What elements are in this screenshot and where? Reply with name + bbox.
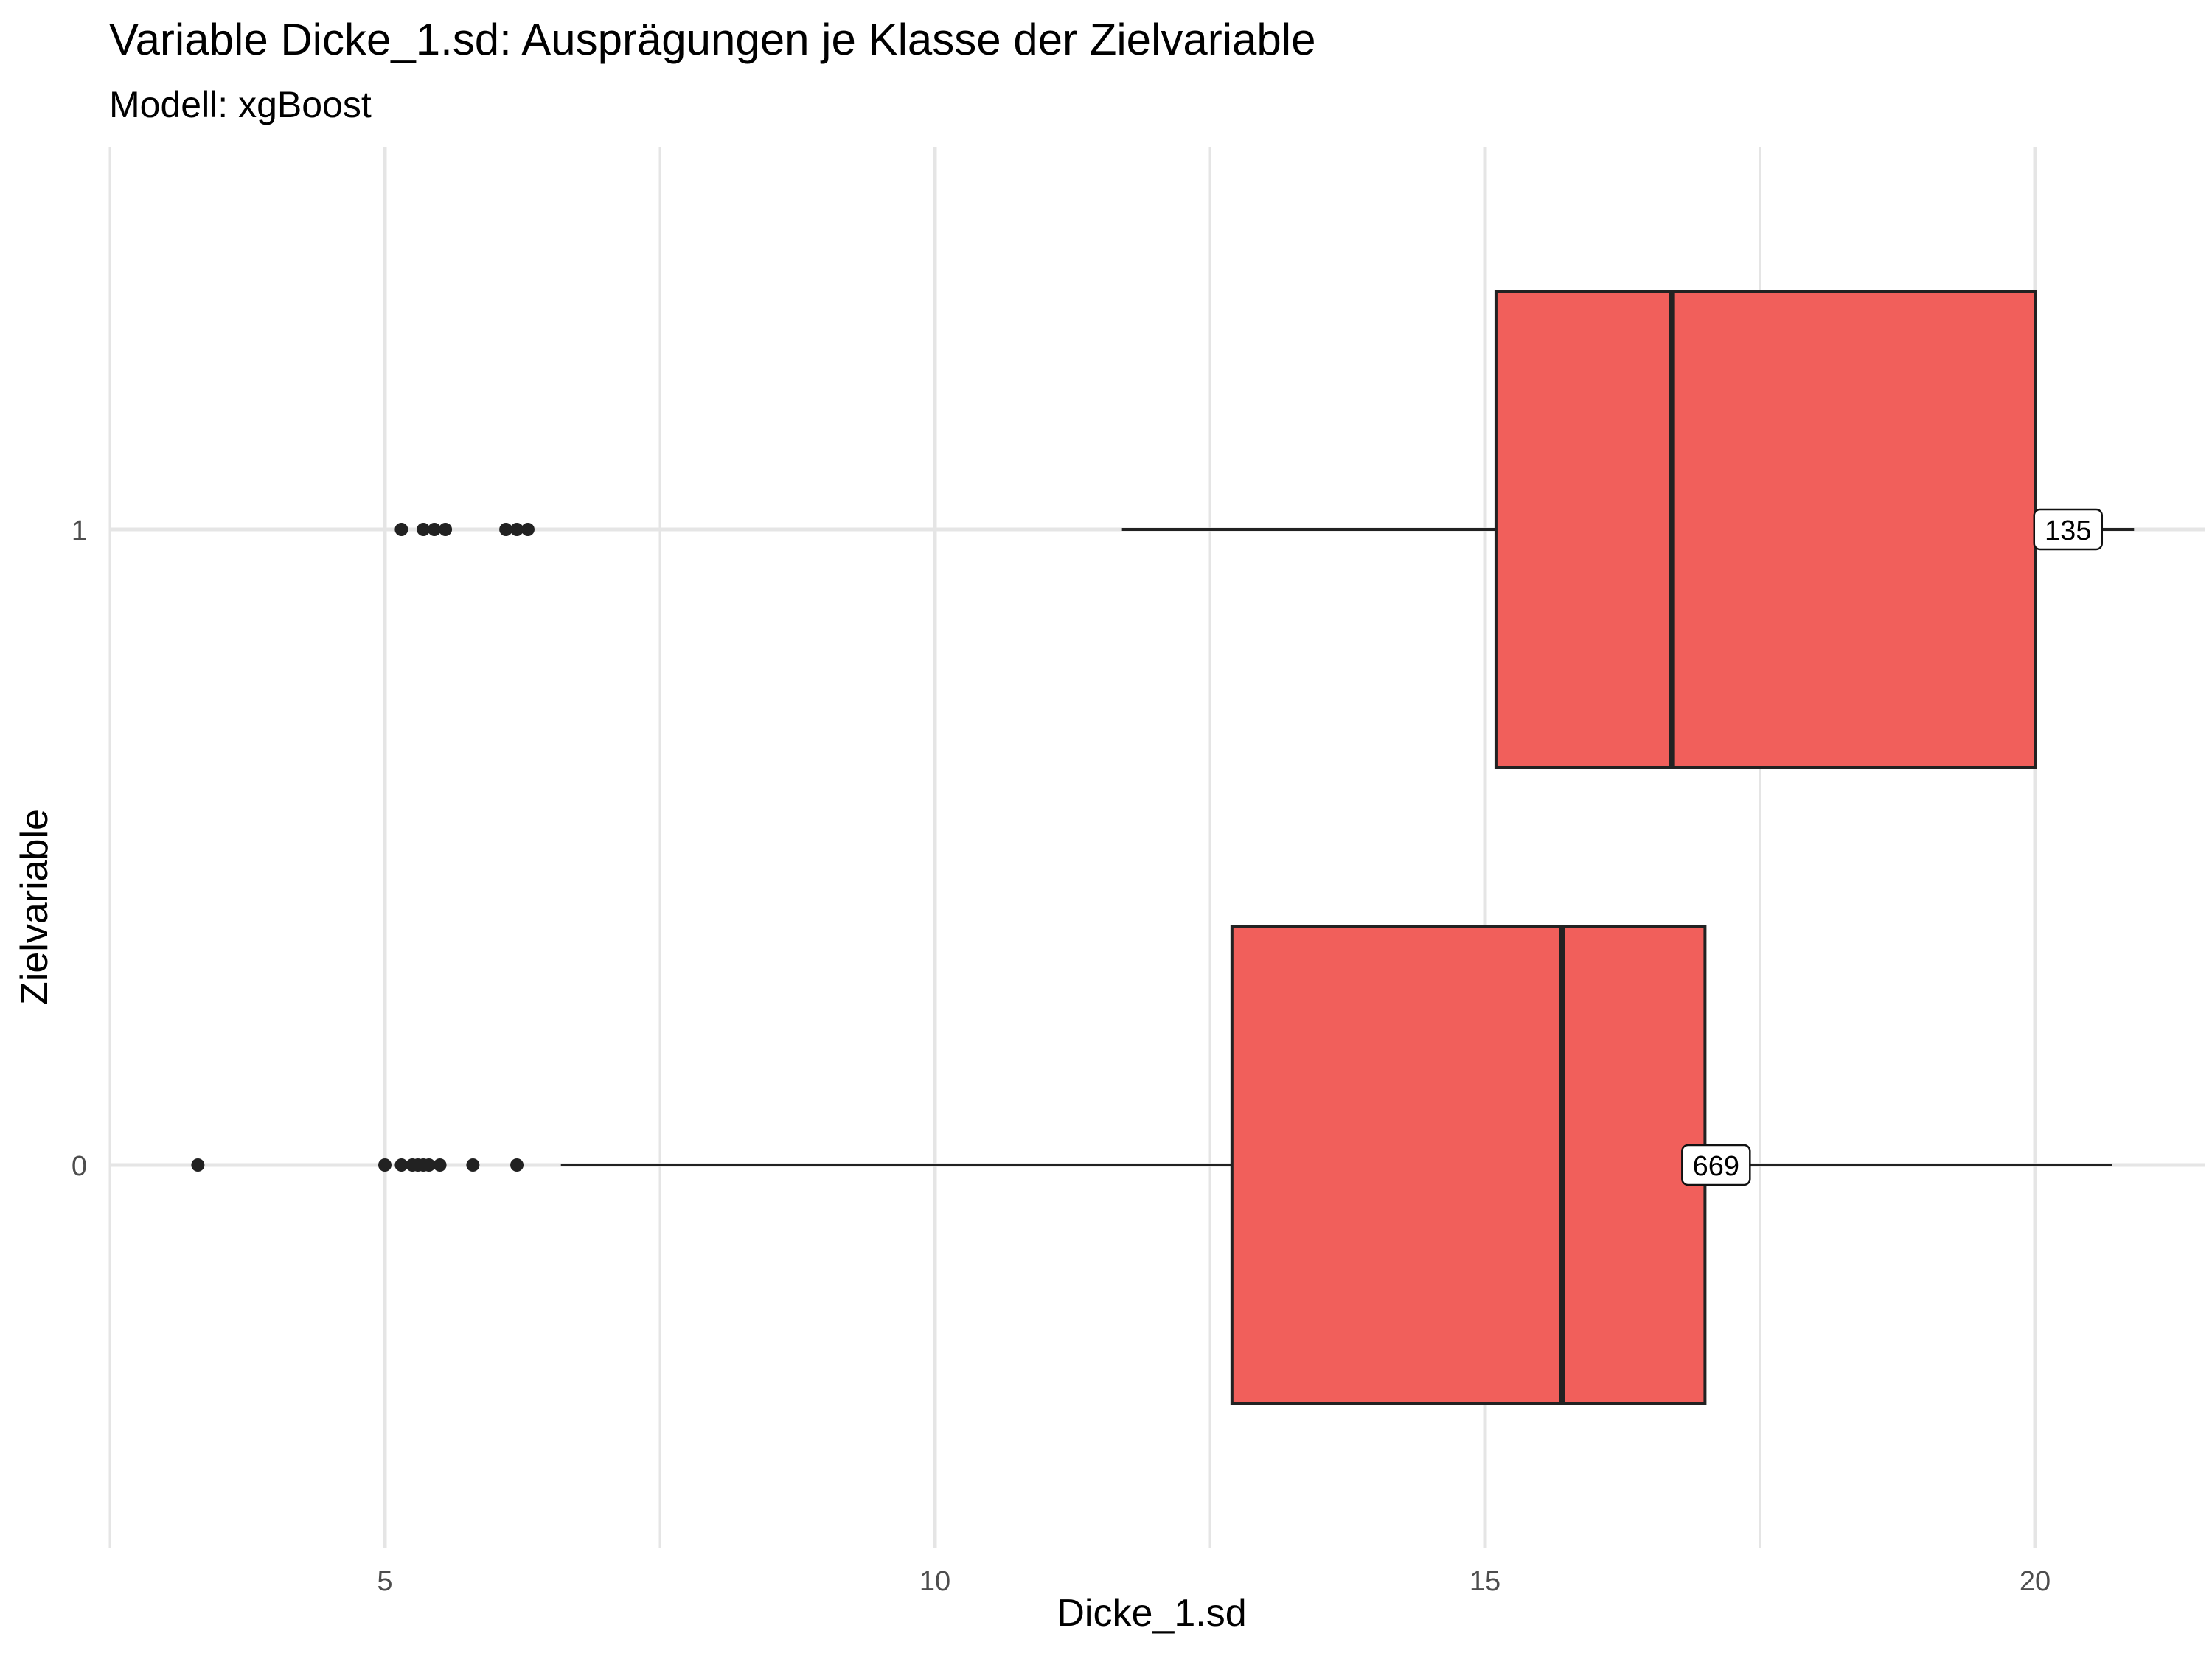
x-axis-title: Dicke_1.sd — [1057, 1592, 1246, 1635]
outlier-point — [521, 523, 535, 536]
x-tick-label: 20 — [2020, 1566, 2051, 1597]
box-iqr — [1230, 925, 1707, 1405]
outlier-point — [378, 1158, 392, 1172]
outlier-point — [191, 1158, 205, 1172]
outlier-point — [466, 1158, 480, 1172]
box-group-0: 669 — [191, 925, 2112, 1405]
outlier-point — [510, 523, 524, 536]
axis-ticks: 5 10 15 20 0 1 — [72, 515, 2051, 1597]
count-label: 135 — [2045, 515, 2091, 546]
outlier-point — [433, 1158, 447, 1172]
box-series: 669 135 — [191, 290, 2135, 1405]
outlier-point — [510, 1158, 524, 1172]
y-tick-label: 1 — [72, 515, 87, 546]
count-label: 669 — [1693, 1151, 1739, 1182]
chart-title: Variable Dicke_1.sd: Ausprägungen je Kla… — [109, 15, 1316, 64]
outlier-point — [417, 523, 431, 536]
x-tick-label: 15 — [1470, 1566, 1500, 1597]
chart-subtitle: Modell: xgBoost — [109, 84, 372, 125]
box-iqr — [1494, 290, 2037, 769]
outlier-point — [422, 1158, 436, 1172]
outlier-point — [439, 523, 453, 536]
count-label-box — [2033, 508, 2104, 551]
outlier-point — [394, 1158, 408, 1172]
outlier-point — [428, 523, 442, 536]
box-group-1: 135 — [394, 290, 2135, 769]
x-tick-label: 5 — [377, 1566, 392, 1597]
x-tick-label: 10 — [919, 1566, 950, 1597]
y-axis-title: Zielvariable — [13, 809, 56, 1005]
outlier-point — [394, 523, 408, 536]
outlier-point — [499, 523, 513, 536]
count-label-box — [1681, 1144, 1751, 1186]
y-tick-label: 0 — [72, 1151, 87, 1182]
